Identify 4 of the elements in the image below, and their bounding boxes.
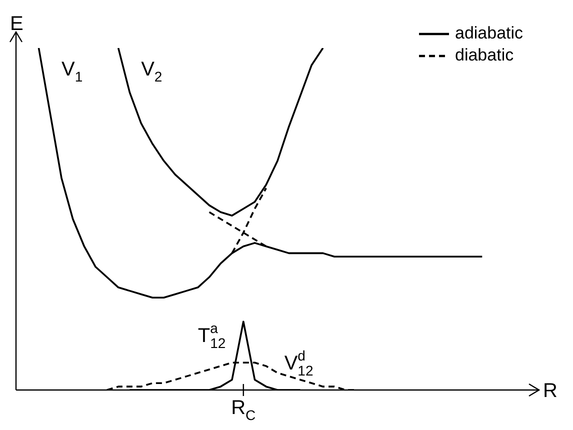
legend-label: diabatic <box>455 46 514 65</box>
legend-label: adiabatic <box>455 24 524 43</box>
y-axis-title: E <box>10 13 24 35</box>
x-axis-title: R <box>543 380 558 402</box>
